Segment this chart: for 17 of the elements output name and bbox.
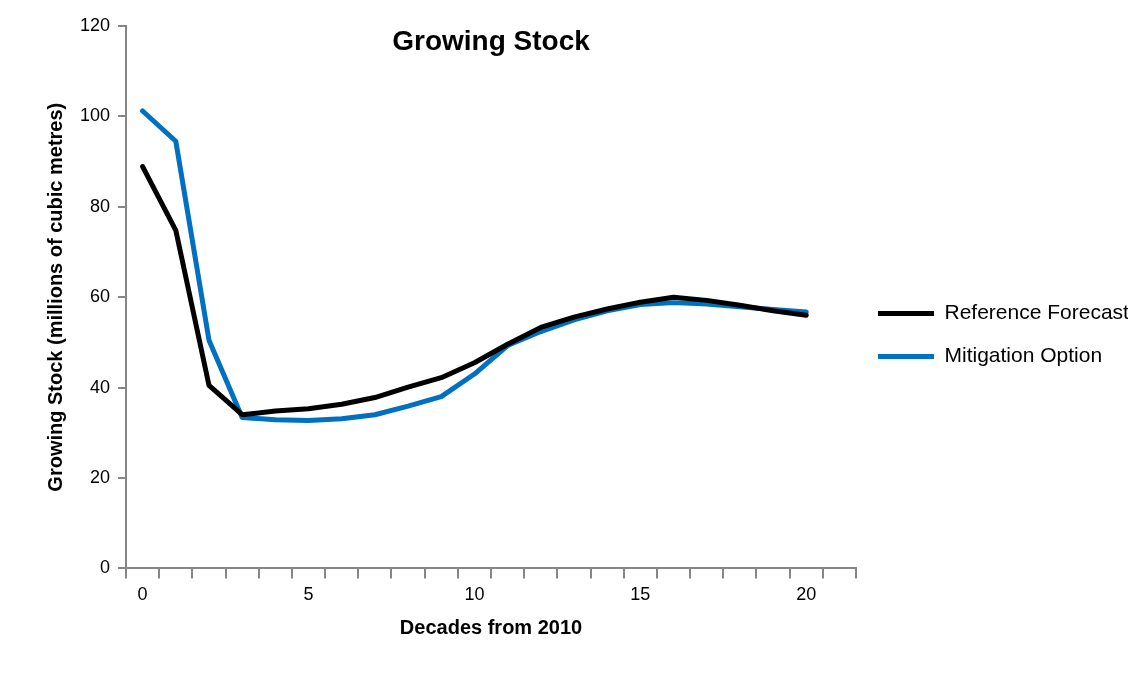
y-tick-label: 40 [90, 376, 111, 397]
x-tick-label: 15 [630, 584, 651, 605]
y-axis-title: Growing Stock (millions of cubic metres) [43, 102, 66, 492]
y-tick-label: 0 [100, 557, 111, 578]
x-tick-label: 20 [796, 584, 817, 605]
x-tick-label: 5 [303, 584, 314, 605]
chart-title: Growing Stock [392, 24, 591, 56]
x-tick-label: 0 [137, 584, 148, 605]
y-tick-label: 20 [90, 466, 111, 487]
y-tick-label: 120 [79, 14, 111, 35]
x-tick-label: 10 [464, 584, 485, 605]
y-tick-label: 100 [79, 105, 111, 126]
x-axis-title: Decades from 2010 [399, 615, 583, 638]
y-tick-label: 60 [90, 286, 111, 307]
legend-label: Reference Forecast [944, 300, 1130, 324]
legend-label: Mitigation Option [944, 343, 1103, 367]
y-tick-label: 80 [90, 195, 111, 216]
